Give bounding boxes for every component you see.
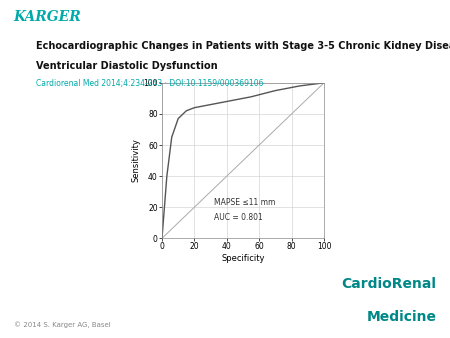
Text: © 2014 S. Karger AG, Basel: © 2014 S. Karger AG, Basel — [14, 321, 110, 328]
Text: Cardiorenal Med 2014;4:234-243 · DOI:10.1159/000369106: Cardiorenal Med 2014;4:234-243 · DOI:10.… — [36, 79, 264, 89]
Y-axis label: Sensitivity: Sensitivity — [131, 139, 140, 183]
X-axis label: Specificity: Specificity — [221, 254, 265, 263]
Text: Ventricular Diastolic Dysfunction: Ventricular Diastolic Dysfunction — [36, 61, 218, 71]
Text: Echocardiographic Changes in Patients with Stage 3-5 Chronic Kidney Disease and : Echocardiographic Changes in Patients wi… — [36, 41, 450, 51]
Text: AUC = 0.801: AUC = 0.801 — [214, 213, 263, 222]
Text: Medicine: Medicine — [366, 311, 436, 324]
Text: CardioRenal: CardioRenal — [342, 277, 436, 291]
Text: MAPSE ≤11 mm: MAPSE ≤11 mm — [214, 198, 275, 207]
Text: KARGER: KARGER — [14, 10, 81, 24]
